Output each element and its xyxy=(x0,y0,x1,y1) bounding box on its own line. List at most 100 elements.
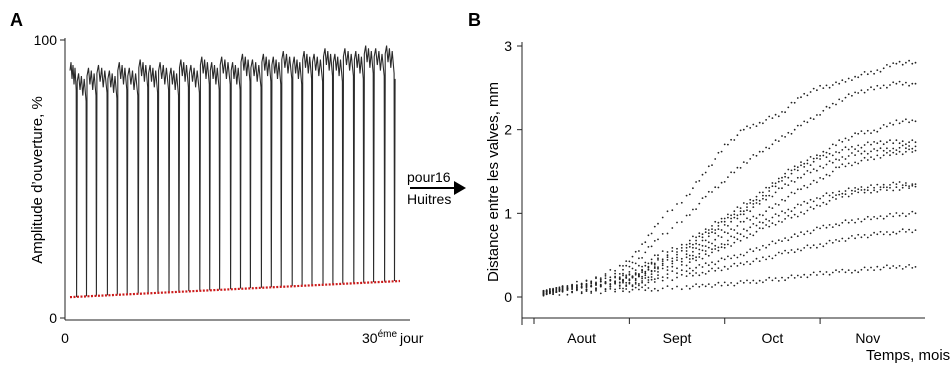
panel-b-point-10-13-3 xyxy=(828,273,831,276)
panel-b-point-8-15-1 xyxy=(860,220,863,223)
panel-b-point-0-15-5 xyxy=(873,72,875,75)
panel-b-point-1-8-0 xyxy=(723,181,726,183)
panel-b-point-0-12-5 xyxy=(816,89,818,92)
panel-b-point-0-14-2 xyxy=(844,81,847,83)
panel-b-point-4-4-4 xyxy=(650,262,653,265)
panel-b-point-2-13-3 xyxy=(828,147,831,150)
panel-b-point-3-15-2 xyxy=(863,144,866,146)
panel-b-point-7-10-5 xyxy=(777,220,780,223)
panel-b-point-5-16-4 xyxy=(889,154,891,157)
panel-b-point-6-5-4 xyxy=(676,259,678,261)
panel-b-point-3-12-1 xyxy=(803,166,806,168)
panel-b-point-9-15-5 xyxy=(873,231,875,234)
panel-b-point-1-12-2 xyxy=(806,121,809,124)
panel-b-point-9-0-0 xyxy=(542,289,545,292)
panel-b-point-2-12-2 xyxy=(806,159,809,162)
panel-b-point-7-13-1 xyxy=(822,201,825,204)
panel-b-point-1-4-2 xyxy=(644,251,647,254)
panel-b-point-2-17-2 xyxy=(901,120,904,123)
panel-b-point-10-8-2 xyxy=(730,282,732,284)
panel-b-point-8-7-4 xyxy=(717,260,720,263)
panel-b-point-10-10-1 xyxy=(765,279,767,281)
panel-b-point-4-17-3 xyxy=(905,147,907,150)
panel-b-point-5-8-3 xyxy=(733,229,736,231)
panel-b-point-3-2-0 xyxy=(590,281,593,284)
panel-b-point-4-15-3 xyxy=(866,152,869,155)
panel-b-point-8-16-0 xyxy=(876,217,879,220)
panel-b-point-9-12-3 xyxy=(809,246,812,249)
panel-b-point-3-14-1 xyxy=(841,149,844,151)
panel-b-point-4-13-3 xyxy=(828,160,831,163)
panel-b-point-10-9-3 xyxy=(752,279,755,282)
panel-b-point-3-7-4 xyxy=(717,225,720,227)
panel-b-point-6-6-3 xyxy=(695,256,697,259)
panel-b-point-10-2-4 xyxy=(609,288,612,290)
panel-b-point-1-9-5 xyxy=(758,150,761,153)
panel-a-xtick-unit: jour xyxy=(399,330,424,346)
panel-b-point-4-6-4 xyxy=(698,243,701,246)
panel-b-point-10-7-5 xyxy=(720,284,723,287)
panel-b-point-10-13-2 xyxy=(825,271,828,273)
panel-b-point-8-10-1 xyxy=(765,246,767,249)
panel-b-point-3-10-1 xyxy=(765,194,767,197)
panel-b-point-7-16-5 xyxy=(892,189,895,192)
panel-b-point-6-7-2 xyxy=(711,248,713,251)
panel-b-point-7-11-3 xyxy=(790,216,793,219)
panel-b-series-0 xyxy=(542,59,917,296)
panel-b-point-2-10-2 xyxy=(768,186,771,189)
panel-b-point-3-6-3 xyxy=(695,239,697,242)
panel-b-point-1-12-5 xyxy=(816,114,818,116)
panel-b-ytick-label-0: 0 xyxy=(504,289,512,305)
panel-b-point-5-6-2 xyxy=(692,250,694,253)
panel-b-point-2-9-4 xyxy=(755,195,758,198)
panel-b-point-0-3-5 xyxy=(634,250,637,253)
panel-b-point-5-end xyxy=(914,149,917,152)
panel-b-point-5-14-3 xyxy=(847,162,850,165)
panel-b-point-4-10-5 xyxy=(777,187,780,190)
panel-b-point-9-11-1 xyxy=(784,249,786,252)
panel-b-point-8-13-1 xyxy=(822,224,825,227)
panel-b-point-5-5-4 xyxy=(676,256,678,259)
panel-b-point-10-4-1 xyxy=(641,286,643,289)
panel-b-point-8-9-5 xyxy=(758,249,761,251)
panel-b-point-5-6-1 xyxy=(688,254,691,257)
panel-b-point-4-7-5 xyxy=(720,229,723,231)
panel-b-point-1-9-0 xyxy=(742,161,745,164)
panel-b-point-7-10-2 xyxy=(768,225,771,228)
panel-b-point-0-14-4 xyxy=(851,79,853,81)
panel-b-point-3-9-5 xyxy=(758,199,761,202)
panel-b-point-7-10-0 xyxy=(762,227,764,230)
panel-b-point-6-16-4 xyxy=(889,184,891,186)
panel-b-point-8-7-2 xyxy=(711,261,713,264)
panel-b-point-1-8-1 xyxy=(727,176,729,179)
panel-b-point-6-11-4 xyxy=(793,206,796,209)
panel-b-point-0-9-5 xyxy=(758,121,761,124)
panel-b-point-9-13-2 xyxy=(825,242,828,245)
panel-b-point-9-12-0 xyxy=(800,249,802,252)
panel-b-point-1-5-5 xyxy=(680,221,683,223)
panel-b-point-10-10-0 xyxy=(762,281,764,284)
panel-b-marks xyxy=(542,59,917,297)
panel-b-point-5-12-5 xyxy=(816,181,818,184)
panel-b-point-10-14-4 xyxy=(851,271,853,274)
panel-b-point-5-15-2 xyxy=(863,156,866,159)
panel-b-point-9-3-3 xyxy=(628,282,631,285)
panel-b-point-8-0-3 xyxy=(552,288,554,291)
panel-b-point-2-12-5 xyxy=(816,154,818,157)
panel-b-point-0-2-2 xyxy=(599,277,602,279)
panel-b-point-8-10-3 xyxy=(771,240,774,243)
panel-b-point-7-15-0 xyxy=(857,191,860,194)
panel-b-point-7-15-4 xyxy=(870,191,872,194)
panel-b-point-6-0-4 xyxy=(555,287,558,289)
panel-b-point-9-15-2 xyxy=(863,234,866,236)
panel-b-point-3-12-2 xyxy=(806,162,809,165)
panel-b-point-0-6-0 xyxy=(685,194,688,197)
panel-b-point-1-2-1 xyxy=(595,277,597,280)
panel-b-point-3-17-4 xyxy=(908,141,910,144)
panel-b-point-2-9-3 xyxy=(752,199,755,202)
panel-b-point-9-0-5 xyxy=(558,288,561,291)
panel-b-point-8-17-2 xyxy=(901,212,904,215)
panel-b-point-1-2-3 xyxy=(604,275,607,277)
panel-b-point-5-5-5 xyxy=(680,257,683,260)
panel-b-point-7-6-3 xyxy=(695,259,697,262)
